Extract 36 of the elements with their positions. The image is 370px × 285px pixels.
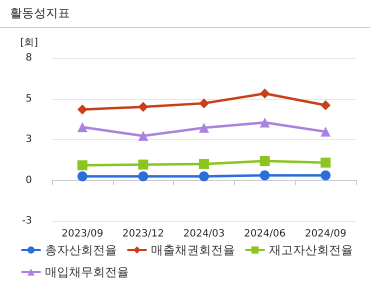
legend-label: 매출채권회전율: [151, 243, 235, 257]
point: [320, 158, 331, 168]
x-tick-label: 2023/09: [62, 228, 104, 240]
point: [138, 130, 148, 141]
y-tick-label: 3: [26, 134, 32, 145]
y-tick-label: 8: [26, 52, 32, 64]
x-tick-label: 2024/06: [244, 228, 286, 240]
point: [77, 104, 88, 115]
point: [260, 156, 270, 166]
x-tick-label: 2024/03: [183, 228, 225, 240]
point: [320, 170, 331, 180]
point: [260, 118, 270, 128]
legend-label: 재고자산회전율: [269, 243, 353, 257]
point: [260, 170, 270, 180]
point: [199, 122, 209, 133]
y-tick-label: -3: [22, 216, 32, 226]
y-tick-label: 0: [26, 174, 32, 186]
point: [138, 102, 148, 112]
legend-label: 총자산회전율: [45, 243, 117, 257]
point: [260, 88, 270, 99]
y-axis-title: [회]: [20, 38, 38, 48]
y-tick-label: 5: [26, 93, 32, 104]
point: [199, 171, 209, 182]
x-tick-label: 2023/12: [122, 228, 164, 240]
point: [199, 98, 209, 108]
x-tick-label: 2024/09: [304, 228, 346, 240]
point: [138, 160, 148, 170]
point: [77, 171, 88, 182]
point: [320, 100, 331, 110]
point: [77, 160, 88, 170]
point: [320, 126, 331, 137]
point: [77, 122, 88, 132]
point: [199, 158, 209, 169]
legend-label: 매입채무회전율: [45, 265, 129, 279]
point: [138, 171, 148, 182]
chart-title: 활동성지표: [0, 0, 370, 28]
